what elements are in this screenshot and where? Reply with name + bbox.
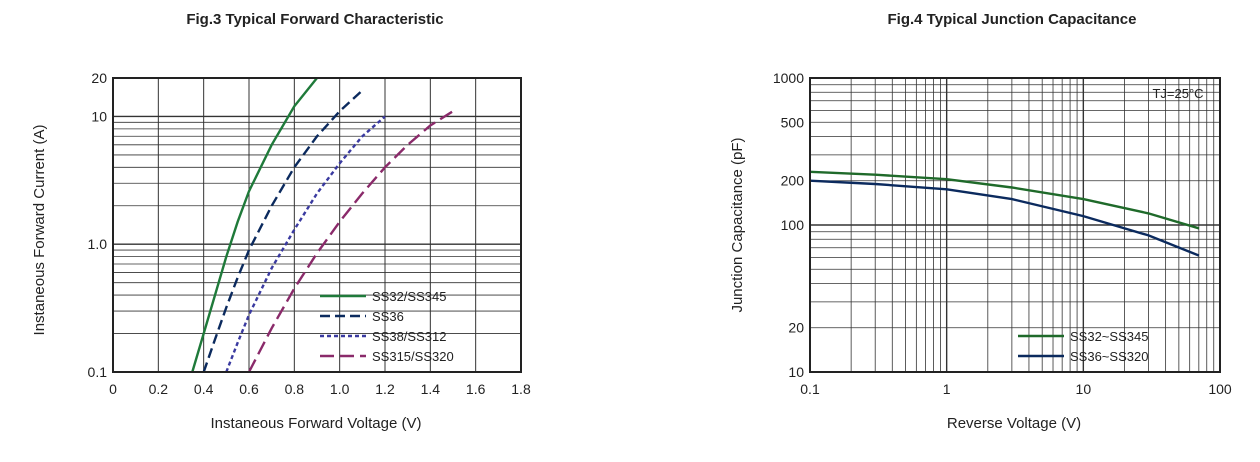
plot-frame xyxy=(809,77,1221,373)
y-tick-label: 20 xyxy=(788,320,804,336)
annotation-tj: TJ=25°C xyxy=(1152,86,1203,101)
x-axis-label: Reverse Voltage (V) xyxy=(947,415,1081,432)
x-axis-label: Instaneous Forward Voltage (V) xyxy=(211,415,422,432)
y-tick-label: 10 xyxy=(788,364,804,380)
x-tick-label: 0 xyxy=(109,381,117,397)
y-tick-label: 1000 xyxy=(773,70,804,86)
x-tick-label: 1 xyxy=(943,381,951,397)
y-axis-label: Junction Capacitance (pF) xyxy=(729,137,746,312)
y-tick-label: 100 xyxy=(781,217,805,233)
x-tick-label: 1.0 xyxy=(330,381,350,397)
y-tick-label: 10 xyxy=(91,108,107,124)
x-tick-label: 1.8 xyxy=(511,381,531,397)
legend-label: SS38/SS312 xyxy=(372,329,446,344)
series-line xyxy=(202,89,364,373)
x-tick-label: 10 xyxy=(1076,381,1092,397)
y-tick-label: 0.1 xyxy=(88,364,108,380)
x-tick-label: 0.1 xyxy=(800,381,820,397)
x-tick-label: 1.4 xyxy=(421,381,441,397)
forward-characteristic-chart: Fig.3 Typical Forward Characteristic 0 0.… xyxy=(31,11,531,432)
series-line xyxy=(809,179,1200,257)
plot-frame xyxy=(112,77,522,373)
chart-title: Fig.3 Typical Forward Characteristic xyxy=(186,11,443,28)
y-axis-label: Instaneous Forward Current (A) xyxy=(31,125,48,336)
series-line xyxy=(809,170,1200,230)
x-tick-label: 1.6 xyxy=(466,381,486,397)
y-tick-label: 20 xyxy=(91,70,107,86)
series-line xyxy=(225,115,386,373)
series-line xyxy=(191,77,318,373)
chart-title: Fig.4 Typical Junction Capacitance xyxy=(888,11,1137,28)
x-tick-label: 100 xyxy=(1208,381,1232,397)
x-tick-label: 0.8 xyxy=(285,381,305,397)
legend-label: SS32~SS345 xyxy=(1070,329,1148,344)
x-tick-label: 0.6 xyxy=(239,381,259,397)
x-tick-label: 0.2 xyxy=(149,381,169,397)
series-line xyxy=(247,110,454,373)
x-tick-label: 0.4 xyxy=(194,381,214,397)
legend-label: SS36 xyxy=(372,309,404,324)
x-tick-label: 1.2 xyxy=(375,381,395,397)
legend-label: SS315/SS320 xyxy=(372,349,454,364)
y-tick-label: 1.0 xyxy=(88,236,108,252)
legend-label: SS32/SS345 xyxy=(372,289,446,304)
junction-capacitance-chart: Fig.4 Typical Junction Capacitance 0.1 1 1… xyxy=(729,11,1232,432)
legend-label: SS36~SS320 xyxy=(1070,349,1148,364)
y-tick-label: 500 xyxy=(781,114,805,130)
y-tick-label: 200 xyxy=(781,173,805,189)
